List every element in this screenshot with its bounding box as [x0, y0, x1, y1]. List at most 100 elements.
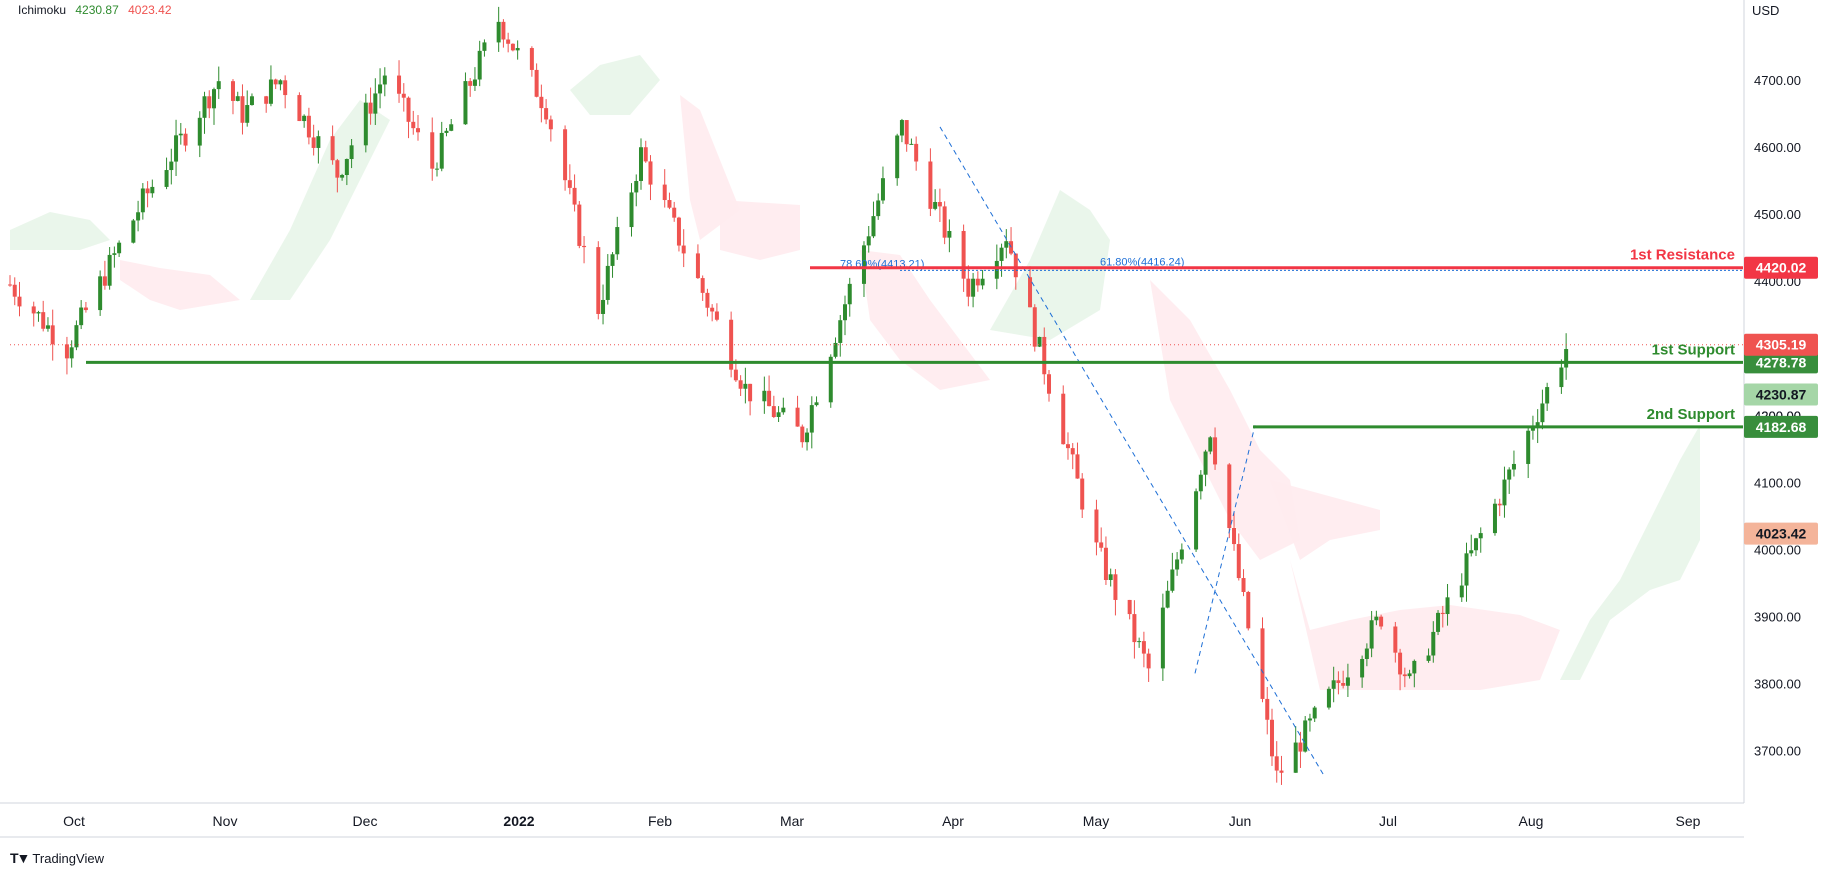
- fib-retracement-line: [1194, 425, 1256, 674]
- candle-body: [1326, 688, 1331, 708]
- candle-body: [373, 93, 378, 114]
- candle-body: [1208, 437, 1213, 452]
- candle-body: [672, 207, 677, 218]
- candle-body: [501, 21, 506, 40]
- candle-body: [1232, 527, 1237, 545]
- ichimoku-cloud: [570, 55, 660, 115]
- ichimoku-cloud: [1560, 425, 1700, 680]
- candle-body: [800, 426, 805, 443]
- tradingview-logo-icon: T▼: [10, 850, 30, 866]
- candle-body: [64, 344, 69, 359]
- candle-body: [197, 117, 202, 146]
- ichimoku-price-tag-bg: [1744, 522, 1818, 545]
- candle-body: [1398, 652, 1403, 675]
- candle-body: [50, 325, 55, 345]
- candle-body: [1080, 478, 1085, 510]
- candle-body: [676, 217, 681, 246]
- candle-body: [344, 159, 349, 175]
- candle-body: [1146, 653, 1151, 669]
- ichimoku-cloud: [120, 260, 240, 310]
- candle-body: [643, 147, 648, 162]
- candle-body: [449, 124, 454, 131]
- candle-body: [1170, 569, 1175, 591]
- candle-body: [202, 96, 207, 118]
- candle-body: [743, 383, 748, 389]
- candle-body: [1440, 612, 1445, 615]
- candle-body: [1431, 631, 1436, 656]
- candle-body: [107, 254, 112, 286]
- candle-body: [1507, 469, 1512, 480]
- level-label: 2nd Support: [1647, 406, 1735, 423]
- tradingview-text: TradingView: [32, 850, 104, 866]
- level-price-tag-bg: [1744, 415, 1818, 438]
- candle-body: [577, 204, 582, 246]
- candle-body: [136, 212, 141, 221]
- candle-body: [45, 325, 50, 329]
- candle-body: [477, 50, 482, 80]
- candle-body: [340, 174, 345, 178]
- candle-body: [430, 132, 435, 169]
- candle-body: [1379, 616, 1384, 627]
- x-axis-label: Nov: [213, 813, 238, 829]
- candle-body: [572, 187, 577, 205]
- candle-body: [767, 390, 772, 407]
- candle-body: [1473, 538, 1478, 551]
- candle-body: [1065, 444, 1070, 449]
- candle-body: [1013, 253, 1018, 278]
- x-axis-label: Mar: [780, 813, 804, 829]
- candle-body: [264, 96, 269, 104]
- candle-body: [1246, 591, 1251, 629]
- x-axis-label: Apr: [942, 813, 964, 829]
- candle-body: [563, 129, 568, 181]
- candle-body: [235, 96, 240, 101]
- candle-body: [828, 356, 833, 403]
- ichimoku-legend[interactable]: Ichimoku 4230.87 4023.42: [18, 3, 178, 17]
- candle-body: [880, 178, 885, 201]
- candle-body: [1099, 542, 1104, 548]
- candle-body: [629, 192, 634, 228]
- level-price-tag-bg: [1744, 351, 1818, 374]
- candle-body: [1137, 641, 1142, 643]
- candle-body: [510, 43, 515, 51]
- candle-body: [1141, 641, 1146, 654]
- y-tick-label: 4000.00: [1754, 542, 1801, 557]
- candle-body: [1279, 770, 1284, 773]
- candle-body: [1303, 720, 1308, 752]
- candle-body: [102, 276, 107, 286]
- candle-body: [1042, 336, 1047, 375]
- candle-body: [36, 312, 41, 314]
- candle-body: [1393, 626, 1398, 653]
- candle-body: [861, 245, 866, 284]
- candle-body: [98, 276, 103, 311]
- last-price-tag-bg: [1744, 333, 1818, 356]
- candle-body: [212, 89, 217, 109]
- candle-body: [667, 200, 672, 208]
- candle-body: [1564, 349, 1569, 368]
- ichimoku-cloud: [990, 190, 1110, 340]
- candle-body: [748, 383, 753, 402]
- candle-body: [548, 119, 553, 130]
- y-tick-label: 3700.00: [1754, 744, 1801, 759]
- candle-body: [330, 136, 335, 161]
- candle-body: [999, 247, 1004, 261]
- candle-body: [1004, 241, 1009, 248]
- x-axis-label: Oct: [63, 813, 85, 829]
- candle-body: [1070, 448, 1075, 455]
- candle-body: [216, 81, 221, 90]
- candle-body: [942, 206, 947, 238]
- candle-body: [178, 133, 183, 136]
- candle-body: [605, 265, 610, 300]
- candle-body: [349, 145, 354, 160]
- candle-body: [1094, 509, 1099, 543]
- candle-body: [164, 170, 169, 187]
- candle-body: [1203, 451, 1208, 475]
- ichimoku-label: Ichimoku: [18, 3, 67, 17]
- tradingview-branding[interactable]: T▼ TradingView: [10, 850, 104, 866]
- candle-body: [444, 130, 449, 133]
- ichimoku-cloud: [720, 200, 800, 260]
- candle-body: [695, 253, 700, 279]
- candle-body: [1037, 336, 1042, 347]
- candle-body: [947, 230, 952, 238]
- candle-body: [1345, 677, 1350, 686]
